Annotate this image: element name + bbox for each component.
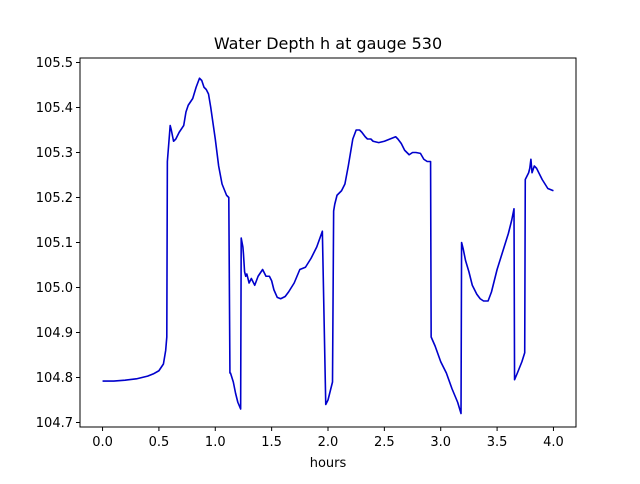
- y-tick-label: 105.5: [36, 56, 73, 71]
- x-tick-label: 2.5: [374, 435, 395, 450]
- y-tick-label: 104.9: [36, 326, 73, 341]
- x-tick-label: 2.0: [318, 435, 339, 450]
- y-tick-label: 105.4: [36, 101, 73, 116]
- chart-title: Water Depth h at gauge 530: [214, 34, 442, 53]
- y-tick-label: 105.3: [36, 146, 73, 161]
- x-tick-label: 1.5: [261, 435, 282, 450]
- x-tick-label: 4.0: [543, 435, 564, 450]
- x-tick-label: 0.5: [149, 435, 170, 450]
- y-tick-label: 104.7: [36, 416, 73, 431]
- y-tick-label: 104.8: [36, 371, 73, 386]
- plot-frame: [79, 57, 577, 428]
- x-axis: 0.0 0.5 1.0 1.5 2.0 2.5 3.0 3.5 4.0: [92, 427, 564, 450]
- y-tick-label: 105.1: [36, 236, 73, 251]
- y-tick-label: 105.2: [36, 191, 73, 206]
- series-layer: [102, 77, 554, 415]
- x-tick-label: 3.5: [487, 435, 508, 450]
- x-tick-label: 3.0: [430, 435, 451, 450]
- x-axis-label: hours: [310, 456, 347, 471]
- y-axis: 104.7 104.8 104.9 105.0 105.1 105.2 105.3 105.4…: [36, 56, 80, 431]
- x-tick-label: 0.0: [92, 435, 113, 450]
- y-tick-label: 105.0: [36, 281, 73, 296]
- x-tick-label: 1.0: [205, 435, 226, 450]
- series-line-1: [102, 77, 554, 415]
